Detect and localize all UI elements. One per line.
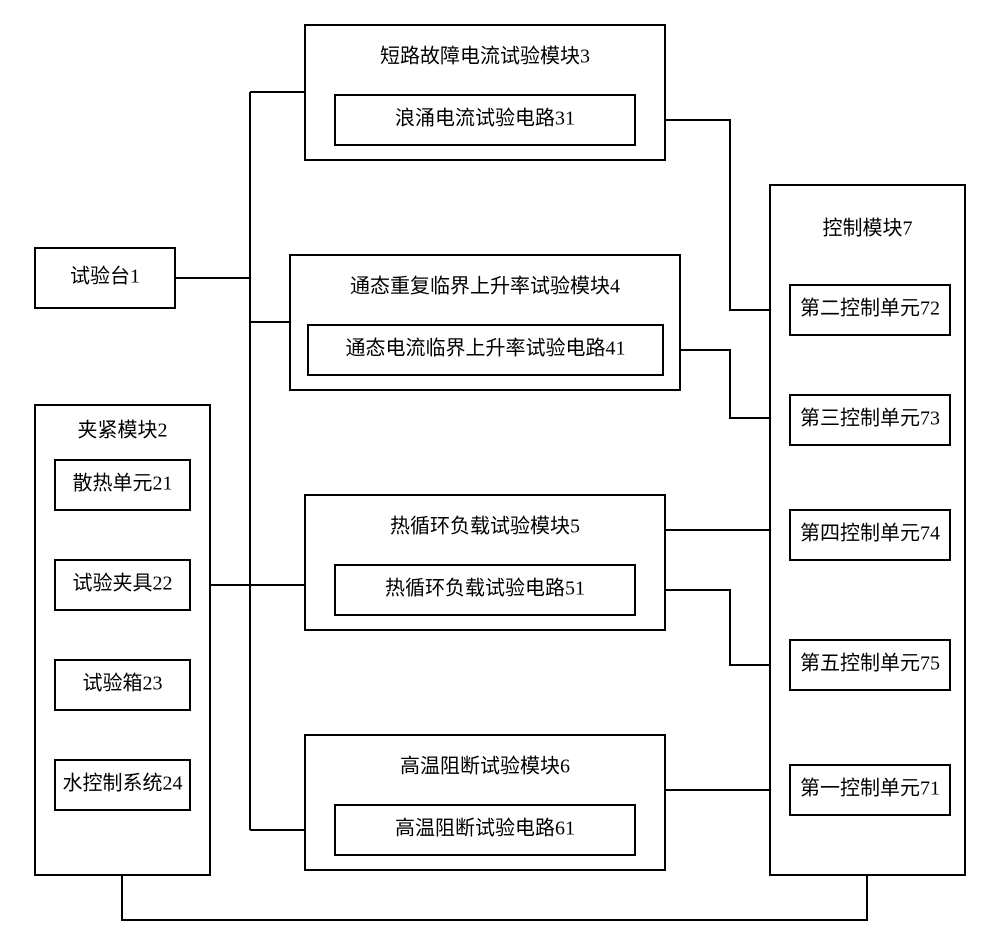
- connector: [122, 875, 867, 920]
- mod4_inner-label: 通态电流临界上升率试验电路41: [346, 337, 626, 360]
- mod7_unit73-label: 第三控制单元73: [800, 407, 940, 430]
- mod3_inner-label: 浪涌电流试验电路31: [395, 107, 575, 130]
- mod7_unit74-label: 第四控制单元74: [800, 522, 940, 545]
- mod2_unit24-label: 水控制系统24: [63, 772, 183, 795]
- mod5-label: 热循环负载试验模块5: [390, 515, 580, 538]
- mod2_unit22-label: 试验夹具22: [73, 572, 173, 595]
- mod2_unit21-label: 散热单元21: [73, 472, 173, 495]
- mod7_unit71-label: 第一控制单元71: [800, 777, 940, 800]
- mod6_inner-label: 高温阻断试验电路61: [395, 817, 575, 840]
- mod4-label: 通态重复临界上升率试验模块4: [350, 275, 620, 298]
- mod7_unit72-label: 第二控制单元72: [800, 297, 940, 320]
- mod3-label: 短路故障电流试验模块3: [380, 45, 590, 68]
- mod2-label: 夹紧模块2: [78, 419, 168, 442]
- mod6-label: 高温阻断试验模块6: [400, 755, 570, 778]
- mod2_unit23-label: 试验箱23: [83, 672, 163, 695]
- testBench-label: 试验台1: [70, 265, 140, 288]
- mod7-label: 控制模块7: [823, 217, 913, 240]
- mod5_inner-label: 热循环负载试验电路51: [385, 577, 585, 600]
- block-diagram: 试验台1 夹紧模块2 散热单元21 试验夹具22 试验箱23 水控制系统24 短路故障电流试…: [0, 0, 1000, 952]
- mod7_unit75-label: 第五控制单元75: [800, 652, 940, 675]
